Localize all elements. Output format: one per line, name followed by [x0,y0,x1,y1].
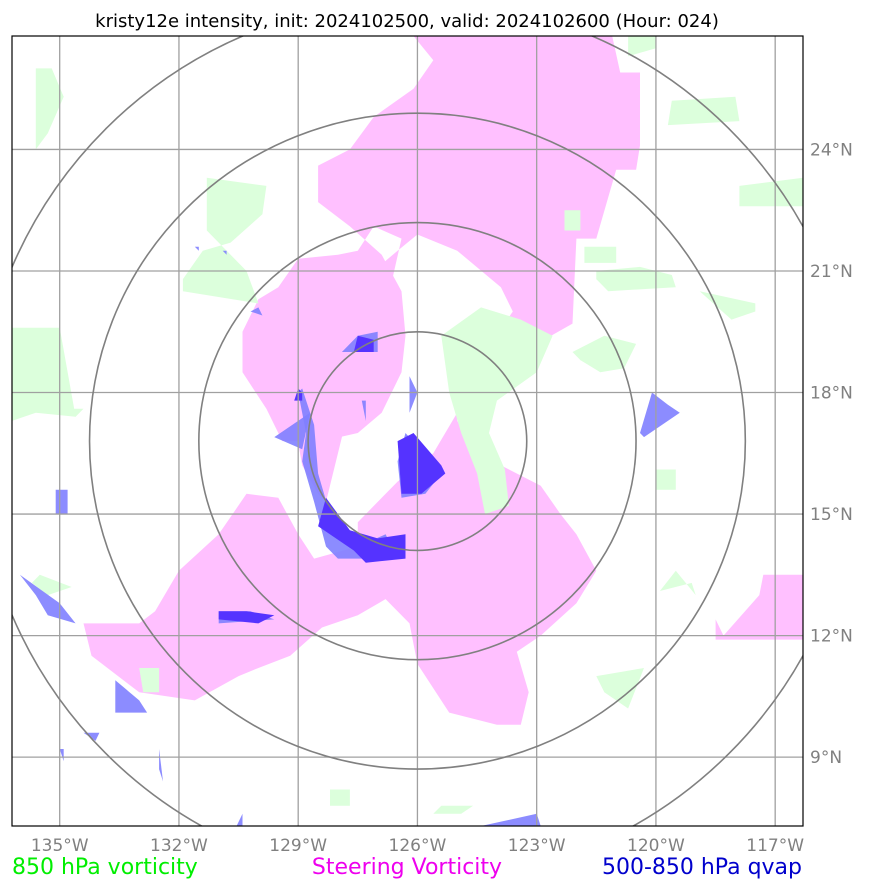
range-ring-2 [88,112,747,770]
lat-tick-label: 18°N [810,384,853,404]
layer-1-region-1 [628,36,656,57]
range-rings [12,36,803,826]
legend-steering-vorticity: Steering Vorticity [312,855,502,880]
lon-tick-label: 135°W [31,836,89,856]
layer-3-region-3 [353,335,374,352]
longitude-ticks: 135°W 132°W 129°W 126°W 123°W 120°W 117°W [31,836,804,856]
range-ring-0 [307,331,528,552]
layer-2-region-13 [236,813,243,826]
chart-title: kristy12e intensity, init: 2024102500, v… [95,11,719,32]
layer-3-region-1 [318,497,406,563]
lat-tick-label: 24°N [810,140,853,160]
lat-tick-label: 12°N [810,627,853,647]
lon-tick-label: 120°W [627,836,685,856]
layer-2-region-18 [361,400,366,421]
plot-area [12,36,803,826]
layer-3 [218,335,446,624]
layer-2-region-9 [115,680,148,713]
lat-tick-label: 21°N [810,262,853,282]
layer-1-region-4 [182,177,267,304]
layer-1-region-0 [35,68,64,150]
lat-tick-label: 9°N [810,748,842,768]
layer-0-region-1 [715,574,803,640]
layer-3-region-0 [397,433,446,494]
layer-2-region-17 [250,307,263,316]
layer-2-region-12 [159,749,163,782]
layer-1-region-8 [699,291,756,320]
layer-1-region-10 [584,246,617,263]
layer-1-region-16 [139,668,160,693]
legend-850-vorticity: 850 hPa vorticity [12,855,198,880]
layer-0-region-0 [83,36,640,725]
layer-1-region-14 [659,570,696,596]
layer-2-region-6 [55,489,68,515]
layer-1-region-18 [330,789,350,806]
lon-tick-label: 117°W [746,836,804,856]
lon-tick-label: 132°W [150,836,208,856]
layer-2-region-5 [640,392,680,438]
layer-1-region-19 [433,805,474,814]
lat-lon-grid [12,36,803,826]
layer-2-region-7 [19,574,76,624]
layer-1-region-5 [441,307,553,515]
layer-1-region-15 [31,574,72,596]
latitude-ticks: 24°N 21°N 18°N 15°N 12°N 9°N [810,140,853,768]
lon-tick-label: 126°W [389,836,447,856]
range-ring-1 [198,221,637,661]
layer-1-region-9 [564,210,581,231]
lon-tick-label: 123°W [508,836,566,856]
plot-frame [11,35,804,827]
legend-qvap: 500-850 hPa qvap [602,855,802,880]
lon-tick-label: 129°W [269,836,327,856]
layer-1-region-17 [596,668,644,709]
layer-1-region-13 [655,469,676,490]
layer-2-region-1 [274,412,311,450]
layer-2-region-11 [59,749,64,762]
layer-0 [83,36,803,725]
layer-2-region-14 [481,813,541,826]
layer-2-region-4 [409,376,418,413]
lat-tick-label: 15°N [810,505,853,525]
layer-2-region-15 [222,250,227,255]
layer-2-region-16 [194,246,199,251]
layer-1-region-2 [667,96,740,126]
layer-1-region-6 [572,335,637,373]
layer-3-region-2 [218,611,275,624]
